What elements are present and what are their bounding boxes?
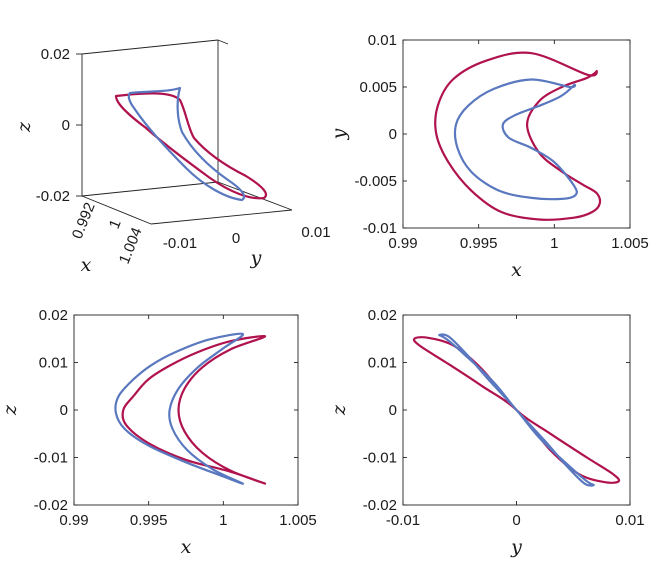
xz-ytick-label-1: 0.01 bbox=[39, 355, 68, 372]
xy-ytick-label-0: 0.01 bbox=[368, 32, 397, 49]
y3d-axis-label: y bbox=[250, 247, 262, 269]
box-3d bbox=[81, 39, 293, 225]
x3d-axis-label: x bbox=[81, 254, 92, 276]
yz-curve-series-b bbox=[438, 333, 595, 487]
xz-xaxis-label: x bbox=[181, 536, 192, 558]
y3d-tick-1: 0 bbox=[232, 230, 240, 247]
xz-curve-series-a bbox=[121, 334, 267, 485]
xz-xtick-label-1: 0.995 bbox=[130, 512, 168, 529]
xy-ytick-label-3: -0.005 bbox=[354, 173, 397, 190]
xz-xtick-label-2: 1 bbox=[219, 512, 227, 529]
z3d-tick-1: 0 bbox=[62, 117, 70, 134]
y3d-tick-0: -0.01 bbox=[163, 235, 197, 252]
xz-curve-series-b bbox=[114, 332, 244, 485]
xy-xtick-label-1: 0.995 bbox=[460, 235, 498, 252]
axis-y-3d: -0.01 0 0.01 y bbox=[163, 224, 331, 269]
yz-ytick-label-4: -0.02 bbox=[363, 497, 397, 514]
yz-ytick-label-1: 0.01 bbox=[368, 355, 397, 372]
xz-ytick-label-4: -0.02 bbox=[34, 497, 68, 514]
axis-x-3d: 0.992 1 1.004 x bbox=[69, 200, 146, 276]
xy-ytick-label-2: 0 bbox=[389, 126, 397, 143]
yz-ytick-label-3: -0.01 bbox=[363, 450, 397, 467]
z3d-tick-2: -0.02 bbox=[36, 188, 70, 205]
xy-ytick-label-1: 0.005 bbox=[359, 79, 397, 96]
axis-z-3d: 0.02 0 -0.02 z bbox=[13, 46, 82, 205]
z3d-tick-0: 0.02 bbox=[41, 46, 70, 63]
xy-ytick-label-4: -0.01 bbox=[363, 220, 397, 237]
xy-curve-series-b bbox=[453, 78, 578, 201]
yz-xaxis-label: y bbox=[510, 536, 522, 558]
xz-xtick-label-3: 1.005 bbox=[279, 512, 317, 529]
y3d-tick-2: 0.01 bbox=[301, 224, 330, 241]
xz-ytick-label-0: 0.02 bbox=[39, 307, 68, 324]
xy-xtick-label-0: 0.99 bbox=[388, 235, 417, 252]
xz-ytick-label-3: -0.01 bbox=[34, 450, 68, 467]
xy-xtick-label-2: 1 bbox=[550, 235, 558, 252]
xz-ytick-label-2: 0 bbox=[60, 402, 68, 419]
panel-3d: 0.02 0 -0.02 z 0.992 1 1.004 x -0.01 0 0… bbox=[13, 39, 331, 276]
yz-xtick-label-2: 0.01 bbox=[615, 512, 644, 529]
xy-xtick-label-3: 1.005 bbox=[611, 235, 649, 252]
yz-ytick-label-0: 0.02 bbox=[368, 307, 397, 324]
yz-xtick-label-0: -0.01 bbox=[386, 512, 420, 529]
z3d-axis-label: z bbox=[13, 121, 35, 133]
xy-xaxis-label: x bbox=[511, 259, 522, 281]
x3d-tick-0: 0.992 bbox=[69, 200, 99, 241]
x3d-tick-1: 1 bbox=[106, 217, 125, 231]
yz-ytick-label-2: 0 bbox=[389, 402, 397, 419]
xy-yaxis-label: y bbox=[328, 128, 350, 140]
panel-xy: 0.99 0.995 1 1.005 0.01 0.005 0 -0.005 -0.01 x y bbox=[328, 32, 649, 281]
yz-xtick-label-1: 0 bbox=[512, 512, 520, 529]
xy-curve-series-a bbox=[434, 51, 602, 221]
curves-3d bbox=[114, 86, 268, 202]
xz-yaxis-label: z bbox=[0, 404, 21, 416]
xz-plot-frame bbox=[73, 314, 299, 506]
xz-xtick-label-0: 0.99 bbox=[59, 512, 88, 529]
curve-3d-series-b bbox=[127, 86, 246, 202]
yz-yaxis-label: z bbox=[328, 404, 350, 416]
panel-xz: 0.99 0.995 1 1.005 0.02 0.01 0 -0.01 -0.02 x z bbox=[0, 307, 317, 558]
